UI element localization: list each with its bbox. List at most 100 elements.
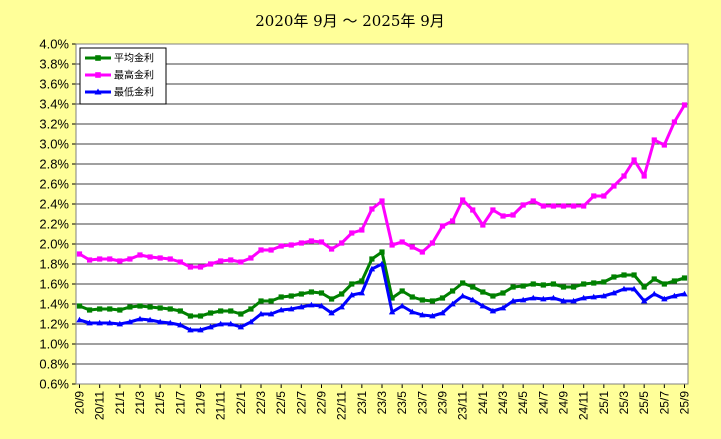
data-point — [520, 202, 526, 208]
data-point — [137, 252, 143, 258]
data-point — [671, 292, 678, 299]
data-point — [288, 293, 294, 299]
data-point — [339, 291, 345, 297]
data-point — [368, 265, 376, 272]
data-point — [97, 256, 103, 262]
data-point — [358, 289, 366, 296]
data-point — [570, 297, 577, 304]
data-point — [328, 246, 335, 252]
y-axis: 0.6% 0.8% 1.0% 1.2% 1.4% 1.6% 1.8% 2.0% 2.2% 2.4%… — [39, 37, 76, 392]
x-tick-label: 20/11 — [93, 391, 107, 420]
x-tick-label: 25/7 — [657, 391, 671, 415]
data-point — [117, 258, 123, 264]
data-point — [187, 326, 194, 333]
data-point — [480, 222, 486, 228]
data-point — [460, 197, 466, 203]
x-tick-label: 22/11 — [335, 391, 349, 420]
x-tick-label: 23/1 — [355, 391, 369, 415]
data-point — [268, 298, 274, 304]
x-tick-label: 25/9 — [678, 391, 692, 415]
x-tick-label: 24/9 — [557, 391, 571, 415]
x-tick-label: 22/7 — [294, 391, 308, 415]
data-point — [500, 290, 506, 296]
data-point — [207, 323, 214, 330]
data-point — [156, 318, 164, 325]
data-point — [96, 319, 103, 326]
data-point — [681, 102, 688, 108]
x-tick-label: 21/11 — [214, 391, 228, 420]
data-point — [217, 320, 224, 327]
data-point — [479, 302, 487, 309]
data-point — [86, 319, 93, 326]
data-point — [439, 223, 446, 229]
data-point — [581, 203, 587, 209]
data-point — [530, 294, 537, 301]
data-point — [409, 308, 416, 315]
data-point — [651, 137, 657, 143]
data-point — [419, 297, 425, 303]
data-point — [328, 296, 335, 302]
data-point — [661, 281, 667, 287]
data-point — [419, 249, 425, 255]
data-point — [177, 321, 184, 328]
x-axis: 20/9 20/11 21/1 21/3 21/5 21/7 21/9 21/11 22/1 22… — [73, 384, 692, 420]
data-point — [308, 289, 315, 295]
data-point — [278, 294, 284, 300]
data-point — [338, 303, 345, 310]
data-point — [509, 297, 517, 304]
data-point — [661, 142, 667, 148]
data-point — [389, 242, 395, 248]
data-point — [228, 308, 234, 314]
data-point — [601, 279, 607, 285]
data-point — [157, 255, 163, 261]
data-point — [530, 198, 536, 204]
x-tick-label: 21/5 — [153, 391, 167, 415]
data-point — [298, 240, 304, 246]
data-point — [378, 260, 386, 267]
data-point — [580, 294, 587, 301]
x-tick-label: 24/7 — [536, 391, 550, 415]
data-point — [136, 315, 144, 322]
data-point — [640, 297, 648, 304]
data-point — [379, 249, 385, 255]
data-point — [137, 303, 143, 309]
legend-marker — [95, 55, 101, 61]
data-point — [490, 293, 496, 299]
data-point — [500, 213, 506, 219]
data-point — [610, 289, 618, 296]
x-tick-label: 25/3 — [617, 391, 631, 415]
data-point — [510, 284, 516, 290]
y-tick-label: 3.4% — [39, 97, 69, 112]
legend-label: 最高金利 — [114, 69, 154, 82]
data-point — [177, 259, 183, 265]
data-point — [631, 157, 637, 163]
data-point — [388, 308, 396, 315]
data-point — [187, 264, 194, 270]
data-point — [369, 206, 375, 212]
data-point — [106, 319, 113, 326]
data-point — [570, 284, 577, 290]
data-point — [318, 290, 325, 296]
data-point — [218, 258, 224, 264]
legend-marker — [94, 88, 102, 95]
legend-label: 最低金利 — [114, 86, 154, 99]
series-1 — [76, 249, 688, 319]
data-point — [449, 288, 456, 294]
data-point — [681, 290, 688, 297]
data-point — [348, 291, 355, 298]
data-point — [238, 259, 244, 265]
data-point — [630, 285, 638, 292]
x-tick-label: 23/9 — [436, 391, 450, 415]
data-point — [146, 316, 154, 323]
data-point — [540, 282, 546, 288]
data-point — [490, 207, 496, 213]
data-point — [76, 251, 83, 257]
series-2 — [76, 102, 688, 270]
data-point — [107, 256, 113, 262]
data-point — [581, 281, 587, 287]
data-point — [288, 305, 295, 312]
y-tick-label: 1.6% — [39, 277, 69, 292]
